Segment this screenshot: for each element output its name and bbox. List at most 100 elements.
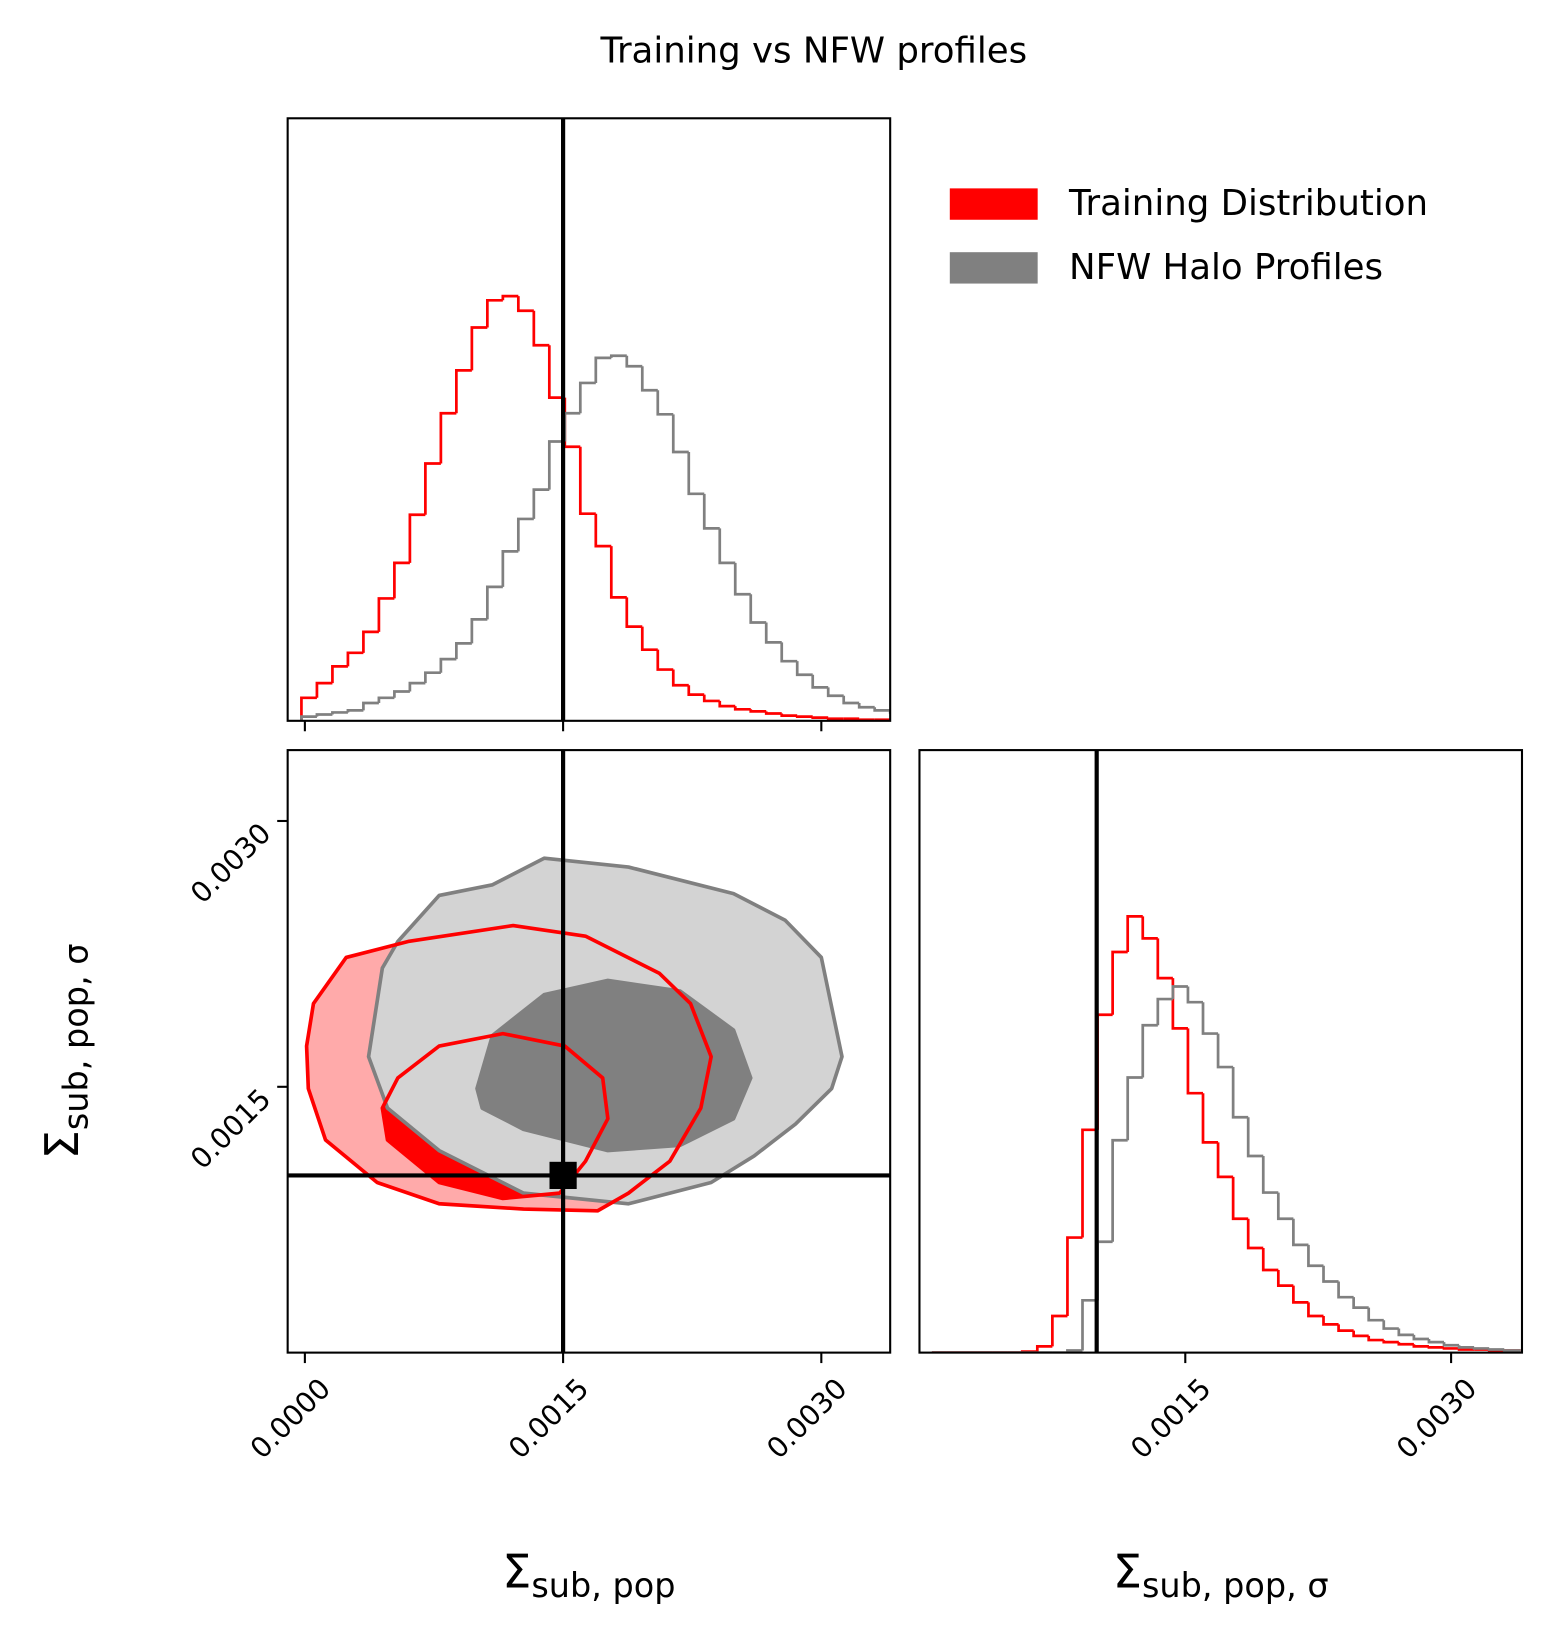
histogram-step [532,310,550,347]
histogram-step [516,517,534,552]
x-tick-label: 0.0015 [502,1372,595,1465]
histogram-step [625,355,643,368]
histogram-step [749,709,767,713]
histogram-step [780,642,798,663]
histogram-step [485,585,503,620]
histogram-step [1442,1347,1460,1350]
histogram-step [331,665,348,684]
histogram-step [687,451,705,496]
axis-label-subscript: sub, pop, σ [56,943,95,1130]
histogram-step [1111,950,1128,1015]
histogram-step [1035,1344,1053,1352]
histogram-step [547,440,565,490]
histogram-step [547,345,565,399]
axis-label: Σsub, pop, σ [1113,1544,1329,1605]
histogram-step [1307,1244,1324,1268]
histogram-step [1246,1117,1264,1158]
x-tick-label: 0.0015 [1124,1372,1217,1465]
axis-label-subscript: sub, pop, σ [1142,1565,1329,1604]
histogram-step [1231,1067,1249,1119]
axis-label-symbol: Σ [502,1544,531,1598]
axis-label-subscript: sub, pop [531,1565,675,1604]
histogram-step [1292,1285,1309,1304]
histogram-step [857,703,875,709]
histogram-step [826,687,844,698]
histogram-step [1412,1334,1429,1341]
histogram-step [702,493,720,530]
histogram-step [470,617,488,644]
histogram-step [455,369,472,414]
histogram-step [656,390,674,416]
histogram-step [811,716,829,720]
histogram-step [609,546,627,599]
histogram-step [780,713,798,717]
axes-frame [918,749,1524,1354]
histogram-step [1081,1128,1098,1238]
y-tick-label: 0.0030 [184,817,277,910]
axis-label-symbol: Σ [1113,1544,1142,1598]
truth-marker [549,1161,577,1190]
histogram-step [1081,1298,1098,1351]
histogram-step [377,597,395,632]
histogram-step [640,366,658,392]
histogram-step [393,690,410,698]
histogram-step [1276,1269,1294,1288]
histogram-step [1427,1346,1445,1349]
legend-label: NFW Halo Profiles [1069,247,1383,288]
histogram-step [718,700,736,708]
histogram-step [1216,1142,1234,1179]
histogram-step [764,711,782,715]
histogram-step [455,642,472,660]
y-tick-label: 0.0015 [184,1082,277,1175]
histogram-step [300,696,317,721]
histogram-step [501,294,519,301]
histogram-step [1457,1345,1475,1349]
x-tick-label: 0.0030 [760,1372,853,1465]
histogram-step [470,326,488,371]
axis-label: Σsub, pop, σ [34,943,95,1159]
histogram-step [1216,1033,1234,1069]
histogram-step [1141,916,1158,940]
histogram-step [393,561,410,599]
histogram-step [1096,1013,1113,1130]
histogram-step [1472,1347,1490,1350]
histogram-step [424,671,441,684]
figure-title: Training vs NFW profiles [599,30,1027,71]
histogram-step [890,720,905,721]
legend-swatch [949,188,1038,220]
histogram-step [563,411,581,442]
histogram-step [718,528,736,565]
histogram-step [1276,1192,1294,1221]
histogram-step [1442,1342,1460,1347]
histogram-step [795,715,813,718]
histogram-step [687,685,705,697]
histogram-step [764,622,782,644]
histogram-step [1337,1281,1354,1299]
axis-label-symbol: Σ [34,1130,88,1159]
histogram-step [826,717,844,721]
histogram-step [315,681,333,698]
histogram-step [1307,1302,1324,1318]
histogram-step [346,651,364,667]
histogram-step [1201,1002,1219,1035]
histogram-step [1397,1328,1414,1337]
histogram-step [1126,915,1143,952]
histogram-step [1367,1335,1384,1342]
histogram-step [733,706,751,711]
axis-label: Σsub, pop [502,1544,675,1605]
histogram-step [1051,1314,1068,1347]
histogram-step [1367,1307,1384,1322]
histogram-step [300,715,317,721]
histogram-step [331,711,348,715]
histogram-step [1412,1344,1429,1348]
histogram-step [671,669,689,687]
histogram-step [362,701,379,711]
panel [287,750,891,1353]
histogram-step [1156,997,1173,1026]
axes-frame [286,749,892,1354]
histogram-step [656,649,674,671]
histogram-step [1427,1339,1445,1344]
histogram-step [1066,1236,1083,1317]
histogram-step [733,562,751,596]
